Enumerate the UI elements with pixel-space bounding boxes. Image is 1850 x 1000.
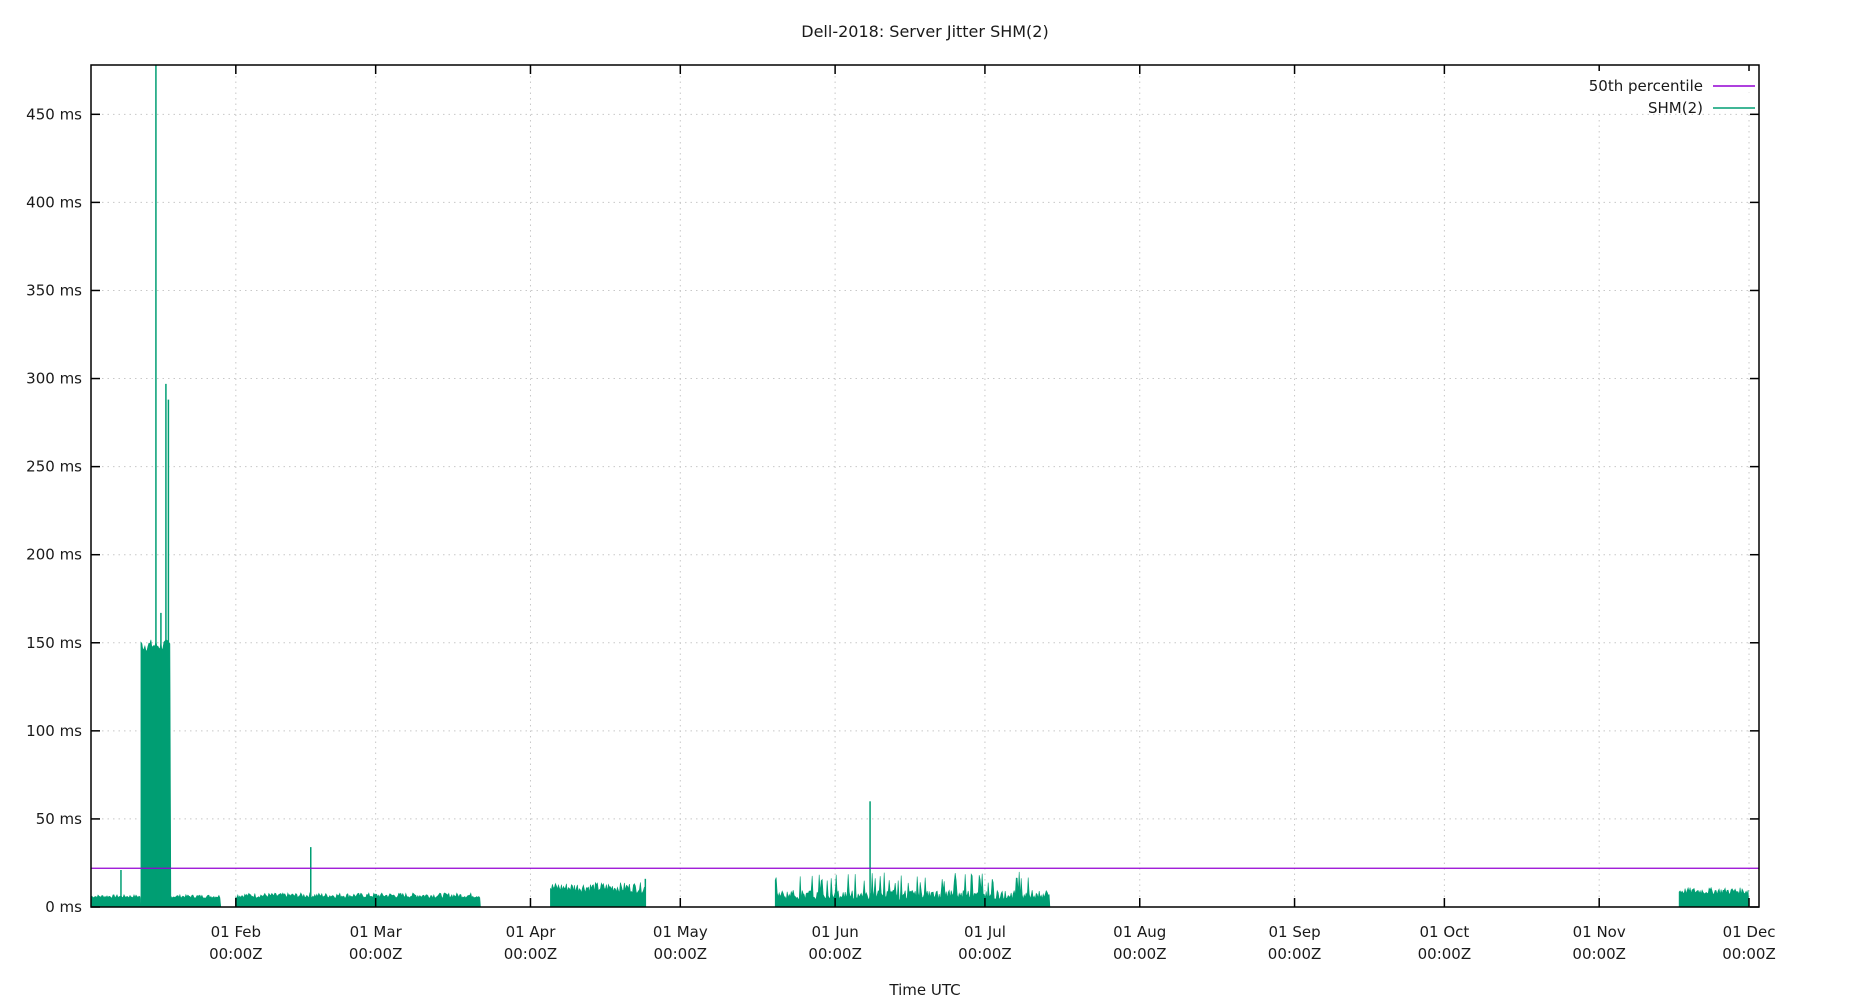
legend-label: 50th percentile [1589,77,1703,95]
x-tick-label: 01 Aug [1113,923,1166,941]
y-tick-label: 200 ms [26,546,82,564]
x-axis-title: Time UTC [888,981,960,999]
x-tick-sublabel: 00:00Z [209,945,263,963]
y-tick-label: 300 ms [26,370,82,388]
x-tick-sublabel: 00:00Z [504,945,558,963]
y-axis: 0 ms 50 ms 100 ms 150 ms 200 ms 250 ms 300 ms 3… [26,105,1759,916]
x-tick-label: 01 Oct [1419,923,1469,941]
x-tick-label: 01 Nov [1573,923,1626,941]
shm-segment [550,881,646,908]
x-tick-sublabel: 00:00Z [654,945,708,963]
x-tick-label: 01 Jun [811,923,858,941]
x-axis: 01 Feb 00:00Z 01 Mar 00:00Z 01 Apr 00:00Z 01 M… [209,65,1776,963]
y-tick-label: 50 ms [36,810,82,828]
x-tick-label: 01 Mar [350,923,403,941]
x-tick-label: 01 Feb [211,923,261,941]
y-tick-label: 450 ms [26,105,82,123]
x-tick-label: 01 Apr [506,923,557,941]
shm-segment [170,893,222,908]
y-tick-label: 100 ms [26,722,82,740]
chart-title: Dell-2018: Server Jitter SHM(2) [801,22,1049,41]
shm-segment [90,893,142,908]
x-tick-sublabel: 00:00Z [1418,945,1472,963]
x-tick-sublabel: 00:00Z [349,945,403,963]
y-tick-label: 250 ms [26,458,82,476]
x-tick-sublabel: 00:00Z [1268,945,1322,963]
x-tick-label: 01 May [653,923,708,941]
shm-segment [235,892,481,908]
gridlines [91,65,1759,907]
y-tick-label: 400 ms [26,193,82,211]
series-shm2 [90,65,1750,908]
x-tick-sublabel: 00:00Z [808,945,862,963]
y-tick-label: 350 ms [26,281,82,299]
legend: 50th percentile SHM(2) [1580,71,1755,117]
y-tick-label: 150 ms [26,634,82,652]
shm-segment [1678,886,1750,908]
x-tick-label: 01 Dec [1723,923,1776,941]
x-tick-sublabel: 00:00Z [1572,945,1626,963]
shm-segment [774,871,1051,908]
legend-label: SHM(2) [1648,99,1703,117]
y-tick-label: 0 ms [45,898,82,916]
legend-bg [1580,71,1755,91]
x-tick-label: 01 Sep [1268,923,1320,941]
x-tick-sublabel: 00:00Z [1722,945,1776,963]
plot-frame [90,64,1760,908]
x-tick-label: 01 Jul [964,923,1006,941]
x-tick-sublabel: 00:00Z [1113,945,1167,963]
legend-bg [1580,93,1755,113]
x-tick-sublabel: 00:00Z [958,945,1012,963]
